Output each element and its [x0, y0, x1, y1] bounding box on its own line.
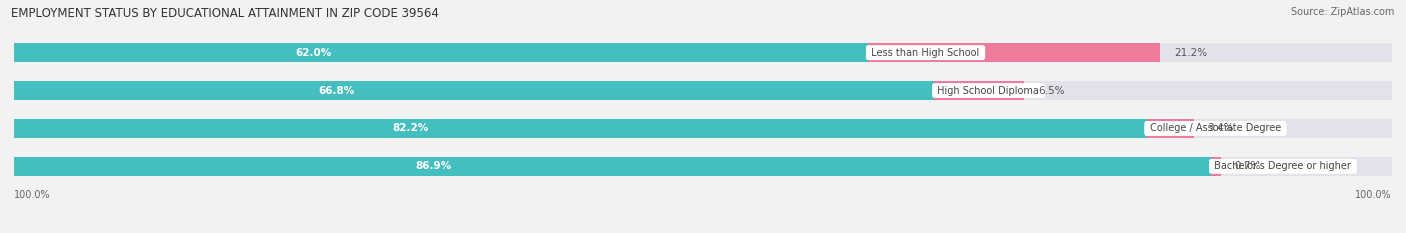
Text: College / Associate Degree: College / Associate Degree — [1147, 123, 1284, 134]
Text: 0.7%: 0.7% — [1234, 161, 1261, 171]
Bar — [14, 81, 935, 100]
Text: Less than High School: Less than High School — [869, 48, 983, 58]
Text: 6.5%: 6.5% — [1038, 86, 1064, 96]
Text: 62.0%: 62.0% — [295, 48, 332, 58]
Text: Bachelor's Degree or higher: Bachelor's Degree or higher — [1212, 161, 1354, 171]
Bar — [935, 81, 1024, 100]
Text: High School Diploma: High School Diploma — [935, 86, 1042, 96]
Text: 82.2%: 82.2% — [392, 123, 429, 134]
Bar — [14, 119, 1392, 138]
Text: 100.0%: 100.0% — [14, 190, 51, 200]
Text: 66.8%: 66.8% — [318, 86, 354, 96]
Bar — [14, 81, 1392, 100]
Bar — [14, 43, 869, 62]
Text: EMPLOYMENT STATUS BY EDUCATIONAL ATTAINMENT IN ZIP CODE 39564: EMPLOYMENT STATUS BY EDUCATIONAL ATTAINM… — [11, 7, 439, 20]
Text: Source: ZipAtlas.com: Source: ZipAtlas.com — [1291, 7, 1395, 17]
Bar — [14, 157, 1392, 176]
Bar — [869, 43, 1160, 62]
Text: 21.2%: 21.2% — [1174, 48, 1208, 58]
Bar — [14, 119, 1147, 138]
Text: 3.4%: 3.4% — [1208, 123, 1234, 134]
Text: 86.9%: 86.9% — [415, 161, 451, 171]
Text: 100.0%: 100.0% — [1355, 190, 1392, 200]
Bar — [14, 157, 1212, 176]
Bar — [1147, 119, 1194, 138]
Bar — [1212, 157, 1220, 176]
Bar — [14, 43, 1392, 62]
